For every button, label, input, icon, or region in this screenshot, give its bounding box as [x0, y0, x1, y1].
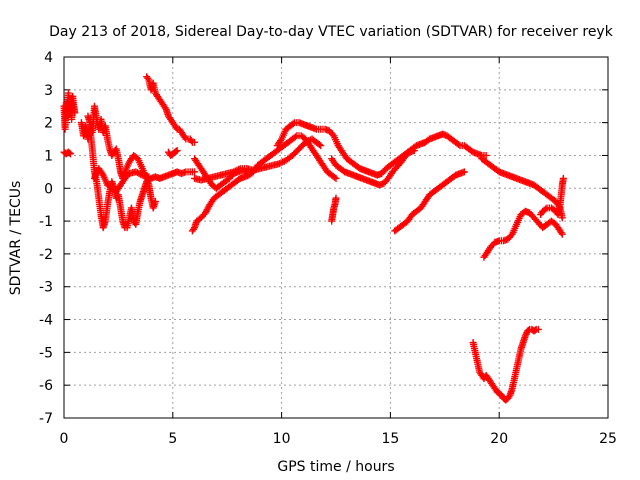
- x-tick-label: 20: [490, 431, 508, 447]
- y-tick-label: -5: [39, 345, 53, 361]
- series-arc-d: [84, 102, 159, 212]
- data-point: [559, 174, 567, 182]
- data-point: [558, 214, 566, 222]
- data-point: [243, 168, 251, 176]
- series-arc-p: [480, 207, 566, 261]
- y-tick-label: 4: [44, 50, 53, 66]
- series-arc-q: [537, 174, 567, 219]
- x-tick-label: 5: [168, 431, 177, 447]
- data-point: [291, 133, 299, 141]
- y-tick-label: 1: [44, 148, 53, 164]
- data-point: [455, 141, 463, 149]
- data-point: [172, 147, 180, 155]
- y-tick-label: -2: [39, 247, 53, 263]
- data-point: [410, 147, 418, 155]
- series-arc-a: [60, 89, 79, 133]
- y-tick-labels: 4 3 2 1 0 -1 -2 -3 -4 -5 -6 -7: [39, 50, 53, 427]
- plot-frame: [63, 56, 609, 419]
- data-point: [151, 197, 159, 205]
- x-tick-label: 10: [273, 431, 291, 447]
- series-arc-r: [469, 325, 542, 404]
- series-arc-b: [60, 148, 75, 158]
- series-arc-f: [164, 147, 181, 159]
- x-tick-labels: 0 5 10 15 20 25: [60, 431, 617, 447]
- x-tick-label: 25: [599, 431, 617, 447]
- y-axis-label: SDTVAR / TECUs: [8, 181, 24, 296]
- data-point: [531, 326, 539, 334]
- data-point: [67, 150, 75, 158]
- series-arc-g: [90, 165, 153, 196]
- data-points: [60, 73, 567, 404]
- series-arc-n: [391, 168, 468, 235]
- data-point: [315, 141, 323, 149]
- y-tick-label: 0: [44, 181, 53, 197]
- data-point: [289, 120, 297, 128]
- data-point: [331, 173, 339, 181]
- y-tick-label: -6: [39, 378, 53, 394]
- chart-title: Day 213 of 2018, Sidereal Day-to-day VTE…: [49, 24, 614, 40]
- data-point: [137, 170, 145, 178]
- data-point: [332, 174, 340, 182]
- data-point: [460, 168, 468, 176]
- data-point: [145, 173, 153, 181]
- y-tick-label: -4: [39, 313, 53, 329]
- series-arc-m: [328, 194, 340, 225]
- x-tick-label: 0: [60, 431, 69, 447]
- y-tick-label: -7: [39, 411, 53, 427]
- data-point: [332, 194, 340, 202]
- data-point: [542, 205, 550, 213]
- data-point: [191, 138, 199, 146]
- x-tick-label: 15: [381, 431, 399, 447]
- y-tick-label: -1: [39, 214, 53, 230]
- data-point: [173, 147, 181, 155]
- y-tick-label: -3: [39, 280, 53, 296]
- y-tick-label: 2: [44, 116, 53, 132]
- data-point: [482, 151, 490, 159]
- x-axis-label: GPS time / hours: [277, 459, 394, 475]
- series-arc-e: [143, 73, 199, 146]
- y-tick-label: 3: [44, 83, 53, 99]
- series-arc-j: [191, 155, 251, 192]
- data-point: [317, 142, 325, 150]
- series-arc-h: [188, 132, 340, 235]
- data-point: [534, 325, 542, 333]
- data-point: [191, 168, 199, 176]
- data-point: [558, 230, 566, 238]
- data-point: [65, 149, 73, 157]
- data-point: [71, 109, 79, 117]
- series-arc-l: [328, 147, 418, 189]
